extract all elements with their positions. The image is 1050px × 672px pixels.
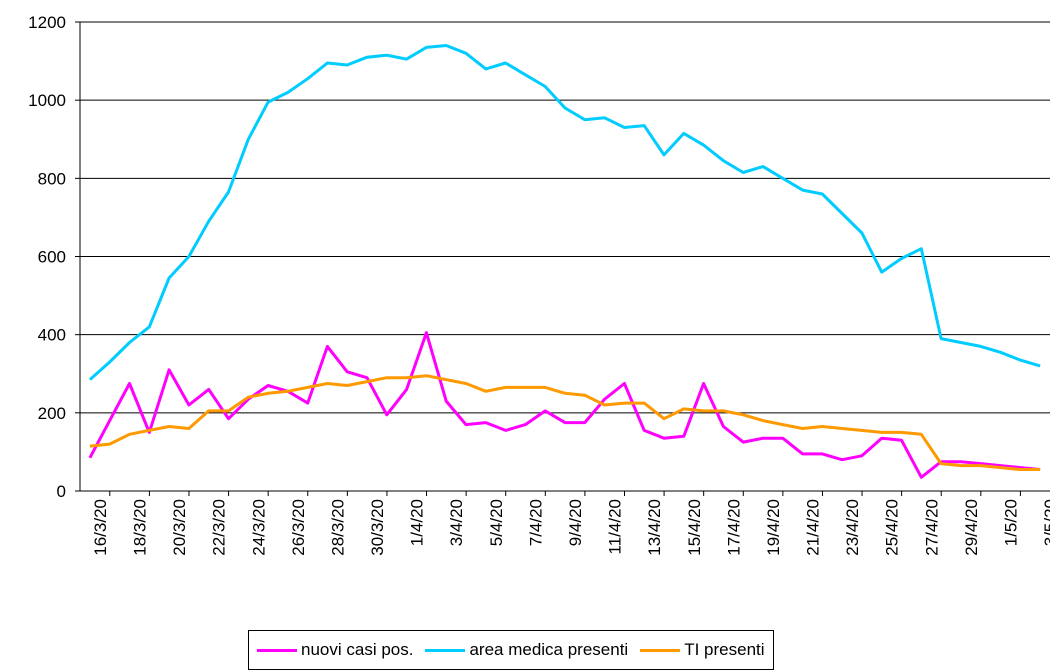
series-line <box>88 331 1041 479</box>
legend-item: nuovi casi pos. <box>257 640 413 660</box>
x-tick-label: 22/3/20 <box>210 499 229 556</box>
x-tick-label: 24/3/20 <box>249 499 268 556</box>
x-tick-label: 1/5/20 <box>1002 499 1021 546</box>
x-tick-label: 9/4/20 <box>566 499 585 546</box>
legend-item: TI presenti <box>640 640 765 660</box>
legend: nuovi casi pos. area medica presenti TI pr… <box>248 630 774 670</box>
legend-swatch <box>257 648 297 652</box>
x-tick-label: 11/4/20 <box>606 499 625 554</box>
x-tick-label: 30/3/20 <box>368 499 387 556</box>
legend-item: area medica presenti <box>425 640 628 660</box>
x-tick-label: 28/3/20 <box>328 499 347 556</box>
x-tick-label: 3/4/20 <box>447 499 466 546</box>
plot: 0 200 400 600 800 1000 1200 16/3/20 18/3/20 20/3/… <box>28 13 1050 556</box>
y-tick-label: 1200 <box>28 13 66 32</box>
x-tick-label: 16/3/20 <box>91 499 110 556</box>
legend-swatch <box>640 648 681 652</box>
x-tick-label: 27/4/20 <box>922 499 941 556</box>
x-tick-label: 5/4/20 <box>487 499 506 546</box>
series-line <box>89 374 1041 471</box>
x-tick-label: 26/3/20 <box>289 499 308 556</box>
x-tick-label: 3/5/20 <box>1041 499 1050 546</box>
x-tick-label: 17/4/20 <box>724 499 743 556</box>
legend-swatch <box>425 648 466 652</box>
y-tick-label: 600 <box>38 248 66 267</box>
x-tick-label: 23/4/20 <box>843 499 862 556</box>
legend-label: nuovi casi pos. <box>301 640 414 659</box>
x-tick-label: 1/4/20 <box>408 499 427 546</box>
series-line <box>88 44 1041 381</box>
x-tick-label: 29/4/20 <box>962 499 981 556</box>
y-tick-label: 0 <box>57 482 66 501</box>
y-tick-label: 800 <box>38 169 66 188</box>
y-tick-label: 1000 <box>28 91 66 110</box>
x-tick-label: 21/4/20 <box>804 499 823 556</box>
y-tick-label: 400 <box>38 326 66 345</box>
x-tick-label: 20/3/20 <box>170 499 189 556</box>
x-tick-label: 7/4/20 <box>526 499 545 546</box>
legend-label: area medica presenti <box>469 640 629 659</box>
y-tick-label: 200 <box>38 404 66 423</box>
legend-label: TI presenti <box>684 640 765 659</box>
x-tick-label: 13/4/20 <box>645 499 664 556</box>
x-tick-label: 15/4/20 <box>685 499 704 556</box>
x-tick-label: 18/3/20 <box>130 499 149 556</box>
x-tick-label: 25/4/20 <box>883 499 902 556</box>
x-tick-label: 19/4/20 <box>764 499 783 556</box>
